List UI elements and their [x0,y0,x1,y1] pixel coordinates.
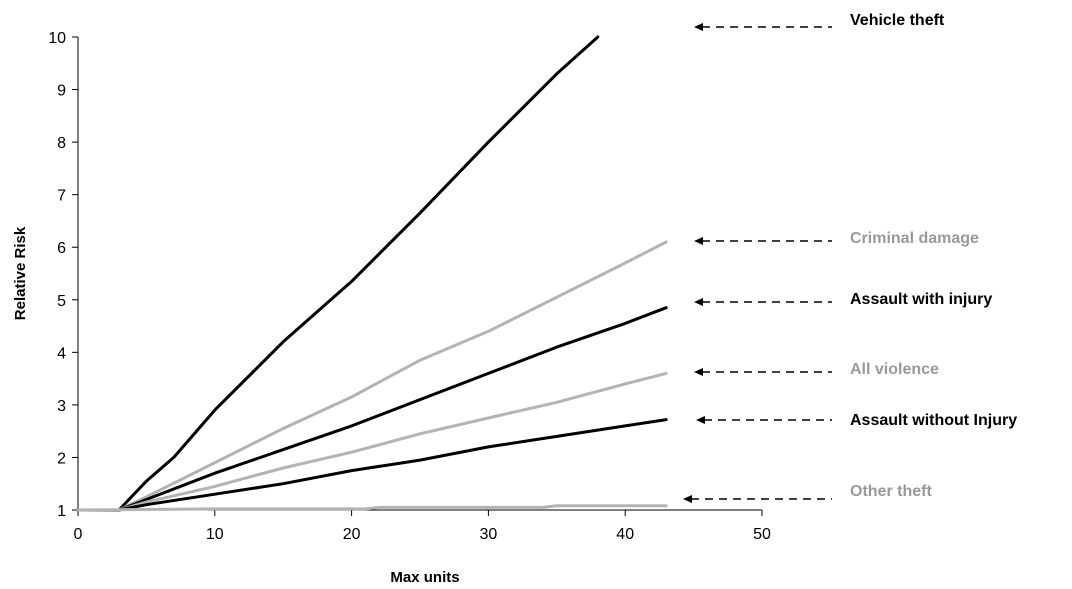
legend-arrowhead-other-theft [683,495,692,503]
x-ticks: 0 10 20 30 40 50 [74,510,771,543]
legend-arrowhead-criminal-damage [694,237,703,245]
series-line-assault-without-injury [76,418,668,512]
x-tick-label: 0 [74,526,83,543]
legend-arrowhead-vehicle-theft [694,23,703,31]
y-tick-label: 8 [57,135,66,152]
legend-label-other-theft: Other theft [850,483,932,500]
x-axis-title: Max units [390,569,459,586]
y-ticks: 1 2 3 4 5 6 7 8 9 10 [48,30,78,520]
y-tick-label: 4 [57,345,66,362]
legend-label-assault-without-injury: Assault without Injury [850,412,1017,429]
series-line-other-theft [76,504,668,512]
legend-label-assault-with-injury: Assault with injury [850,291,992,308]
axes [77,37,762,511]
y-tick-label: 9 [57,83,66,100]
series-line-all-violence [76,371,668,512]
series-line-vehicle-theft [76,35,600,512]
y-tick-label: 1 [57,503,66,520]
legend-label-criminal-damage: Criminal damage [850,230,979,247]
x-tick-label: 50 [753,526,771,543]
y-tick-label: 2 [57,450,66,467]
legend: Vehicle theft Criminal damage Assault with… [683,12,1017,503]
x-tick-label: 30 [480,526,498,543]
y-tick-label: 5 [57,293,66,310]
y-tick-label: 10 [48,30,66,47]
series-line-assault-with-injury [76,306,668,512]
legend-arrowhead-assault-with-injury [694,298,703,306]
legend-label-vehicle-theft: Vehicle theft [850,12,945,29]
x-tick-label: 40 [616,526,634,543]
x-tick-label: 10 [206,526,224,543]
series-line-criminal-damage [76,240,668,512]
x-tick-label: 20 [343,526,361,543]
legend-arrowhead-assault-without-injury [696,416,705,424]
legend-arrowhead-all-violence [694,368,703,376]
legend-label-all-violence: All violence [850,361,939,378]
y-tick-label: 6 [57,240,66,257]
series-lines [76,35,668,512]
y-axis-title: Relative Risk [12,226,29,320]
y-tick-label: 7 [57,188,66,205]
y-tick-label: 3 [57,398,66,415]
